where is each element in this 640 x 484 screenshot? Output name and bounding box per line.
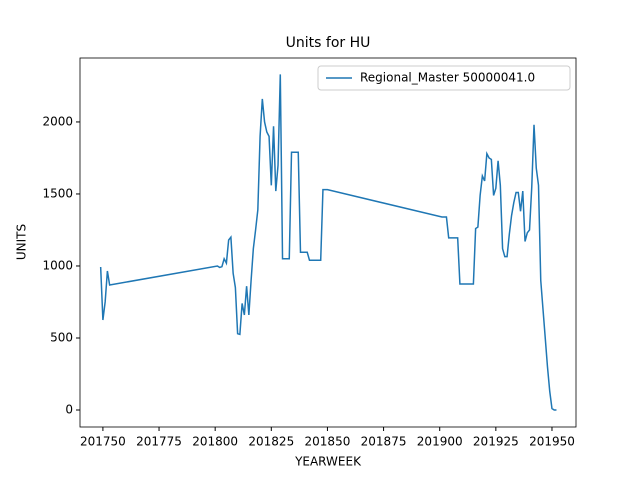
y-tick-label: 0	[65, 403, 73, 417]
y-tick-label: 1000	[42, 258, 73, 272]
x-tick-label: 201950	[529, 435, 575, 449]
y-tick-label: 500	[50, 330, 73, 344]
legend-box	[317, 65, 571, 91]
x-tick-label: 201925	[473, 435, 519, 449]
y-tick-label: 1500	[42, 186, 73, 200]
x-axis-label: YEARWEEK	[294, 455, 362, 469]
y-axis-label: UNITS	[15, 224, 29, 260]
x-tick-label: 201750	[80, 435, 126, 449]
x-tick-label: 201875	[361, 435, 407, 449]
x-tick-label: 201850	[305, 435, 351, 449]
y-tick-label: 2000	[42, 114, 73, 128]
plot-frame	[79, 57, 577, 428]
x-tick-label: 201800	[192, 435, 238, 449]
legend-label: Regional_Master 50000041.0	[360, 71, 535, 85]
x-tick-label: 201900	[417, 435, 463, 449]
line	[99, 74, 557, 411]
x-tick-label: 201825	[248, 435, 294, 449]
chart-title: Units for HU	[286, 35, 371, 51]
x-tick-label: 201775	[136, 435, 182, 449]
